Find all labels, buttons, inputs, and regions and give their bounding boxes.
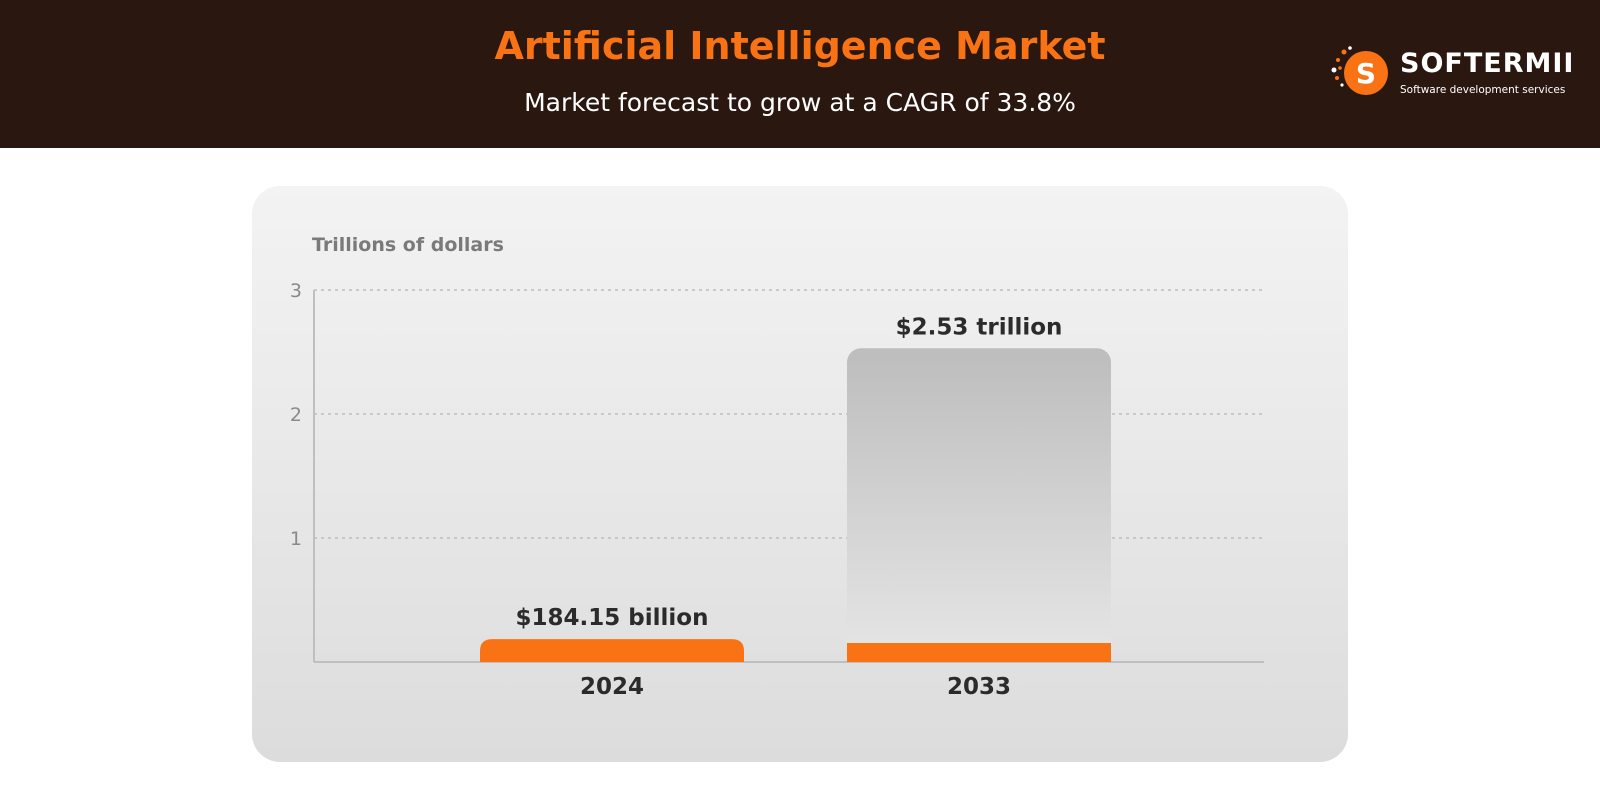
y-tick-label: 1 bbox=[290, 528, 302, 550]
x-tick-label-2024: 2024 bbox=[580, 674, 644, 700]
brand-name: SOFTERMII bbox=[1400, 48, 1575, 79]
page-subtitle: Market forecast to grow at a CAGR of 33.… bbox=[524, 88, 1076, 117]
bar-base-2033 bbox=[847, 643, 1111, 662]
svg-text:S: S bbox=[1356, 57, 1376, 90]
y-tick-label: 2 bbox=[290, 404, 302, 426]
x-tick-label-2033: 2033 bbox=[947, 674, 1011, 700]
brand-tagline: Software development services bbox=[1400, 84, 1566, 96]
y-axis-title: Trillions of dollars bbox=[312, 234, 504, 256]
header-banner: Artificial Intelligence Market Market fo… bbox=[0, 0, 1600, 148]
softermii-s-logo-icon: S bbox=[1331, 46, 1388, 95]
bar-2033 bbox=[847, 348, 1111, 662]
data-label-2024: $184.15 billion bbox=[516, 605, 709, 631]
y-tick-label: 3 bbox=[290, 280, 302, 302]
bar-chart: 1 2 3 $184.15 billion 2024 $2.53 trillion 2033 bbox=[290, 280, 1264, 700]
brand-logo[interactable]: S SOFTERMII Software development service… bbox=[1330, 42, 1573, 102]
chart-card bbox=[252, 186, 1348, 762]
data-label-2033: $2.53 trillion bbox=[896, 314, 1063, 340]
page-title: Artificial Intelligence Market bbox=[494, 24, 1106, 68]
bar-2024 bbox=[480, 639, 744, 662]
